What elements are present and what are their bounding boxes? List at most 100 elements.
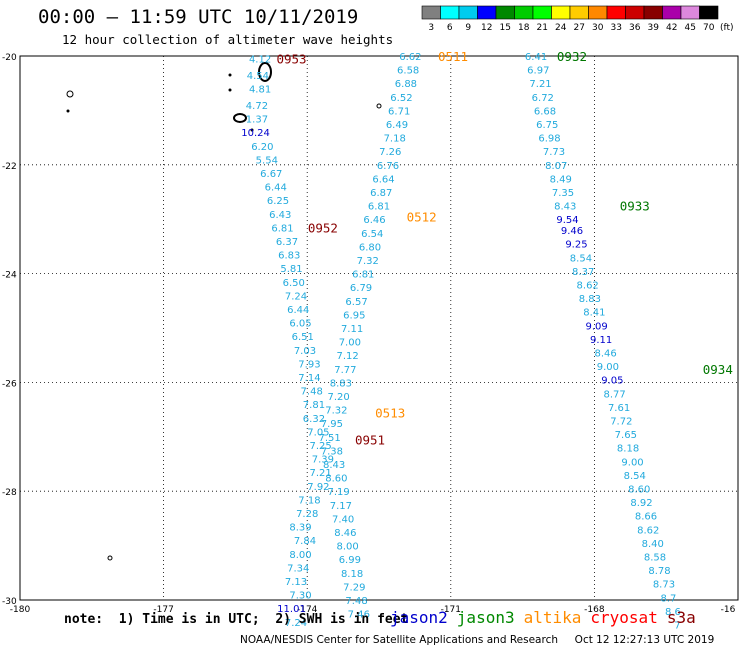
wave-height-value: 6.43: [269, 210, 291, 221]
wave-height-value: 9.11: [590, 335, 612, 346]
page-title: 00:00 – 11:59 UTC 10/11/2019: [38, 6, 359, 28]
wave-height-value: 8.37: [572, 267, 594, 278]
lat-tick-label: -24: [2, 271, 17, 281]
wave-height-value: 7.30: [289, 591, 311, 602]
track-id-label: 0953: [276, 52, 306, 67]
wave-height-value: 7.35: [552, 188, 574, 199]
wave-height-value: 8.54: [624, 471, 646, 482]
wave-height-value: 8.39: [289, 523, 311, 534]
island-outline: [233, 113, 247, 123]
wave-height-value: 6.57: [345, 297, 367, 308]
color-swatch: [569, 5, 589, 20]
color-swatch: [421, 5, 441, 20]
color-scale-label: 6: [447, 23, 453, 33]
color-swatch: [643, 5, 663, 20]
track-id-label: 0513: [375, 405, 405, 420]
color-scale-unit: (ft): [720, 23, 734, 33]
wave-height-value: 7.32: [325, 406, 347, 417]
page-subtitle: 12 hour collection of altimeter wave hei…: [62, 32, 394, 47]
axis-tick-labels: -180 -177 -174 -171 -168 -16 -20 -22 -24 -26 -28 -3…: [2, 53, 736, 615]
color-scale-label: 39: [648, 23, 660, 33]
lon-tick-label: -180: [10, 605, 31, 615]
wave-height-value: 7.93: [298, 359, 320, 370]
wave-height-value: 6.87: [370, 188, 392, 199]
lat-tick-label: -20: [2, 53, 17, 63]
wave-height-value: 6.25: [267, 196, 289, 207]
footnote: note: 1) Time is in UTC; 2) SWH is in fe…: [64, 612, 409, 627]
wave-height-value: 8.6: [665, 607, 681, 618]
wave-height-value: 6.64: [372, 174, 394, 185]
wave-height-value: 8.49: [550, 174, 572, 185]
color-swatch: [699, 5, 719, 20]
wave-height-value: 7.65: [615, 430, 637, 441]
wave-height-values: 4.12 4.54 4.81 4.72 1.37 10.24 6.20 5.54 6.67 6.4…: [241, 52, 681, 631]
lat-tick-label: -26: [2, 379, 17, 389]
wave-height-value: 11.01: [277, 604, 306, 615]
wave-height-value: 7.51: [319, 433, 341, 444]
wave-height-value: 10.24: [241, 128, 270, 139]
wave-height-value: 6.88: [395, 79, 417, 90]
wave-height-value: 6.76: [377, 161, 399, 172]
lon-tick-label: -16: [721, 605, 736, 615]
wave-height-value: 7.48: [345, 596, 367, 607]
wave-height-value: 8.18: [341, 569, 363, 580]
credits-line: NOAA/NESDIS Center for Satellite Applica…: [240, 634, 715, 646]
track-id-label: 0512: [407, 209, 437, 224]
wave-height-value: 9.05: [601, 376, 623, 387]
satellite-legend-item: altika: [523, 608, 582, 627]
wave-height-value: 8.07: [545, 161, 567, 172]
color-scale-label: 70: [703, 23, 715, 33]
wave-height-value: 7.40: [332, 514, 354, 525]
color-scale-label: 21: [537, 23, 548, 33]
wave-height-value: 6.20: [251, 142, 273, 153]
wave-height-value: 6.46: [363, 215, 385, 226]
color-swatch: [662, 5, 682, 20]
color-scale-label: 33: [611, 23, 622, 33]
island-outline: [228, 73, 232, 77]
wave-height-value: 6.95: [343, 310, 365, 321]
wave-height-value: 7.24: [285, 291, 307, 302]
color-scale-label: 27: [574, 23, 585, 33]
island-outline: [258, 62, 272, 82]
wave-height-value: 7.73: [543, 147, 565, 158]
satellite-legend: jason2 jason3 altika cryosat s3a: [390, 608, 705, 627]
wave-height-value: 7.05: [307, 427, 329, 438]
lon-tick-label: -174: [297, 605, 318, 615]
color-swatch: [477, 5, 497, 20]
island-outline: [107, 555, 113, 561]
wave-height-value: 8.43: [323, 460, 345, 471]
wave-height-value: 8.43: [554, 202, 576, 213]
wave-height-value: 8.40: [642, 539, 664, 550]
wave-height-value: 7.84: [294, 536, 316, 547]
wave-height-value: 6.99: [339, 555, 361, 566]
color-scale-label: 15: [500, 23, 511, 33]
wave-height-value: 7.28: [296, 509, 318, 520]
wave-height-value: 6.98: [538, 134, 560, 145]
wave-height-value: 6.32: [303, 414, 325, 425]
wave-height-value: 9.46: [561, 226, 583, 237]
island-outline: [376, 103, 382, 109]
wave-height-value: 7.34: [287, 563, 309, 574]
wave-height-value: 6.44: [265, 183, 287, 194]
track-id-label: 0511: [438, 49, 468, 64]
color-scale-label: 42: [666, 23, 677, 33]
wave-height-value: 7.26: [379, 147, 401, 158]
wave-height-value: 9.00: [597, 362, 619, 373]
wave-height-value: 5.81: [280, 264, 302, 275]
wave-height-value: 7.18: [298, 495, 320, 506]
color-swatch: [625, 5, 645, 20]
lon-tick-label: -171: [441, 605, 461, 615]
wave-height-value: 7.25: [310, 441, 332, 452]
wave-height-value: 4.12: [249, 55, 271, 66]
wave-height-value: 4.54: [247, 71, 269, 82]
island-outline: [250, 128, 254, 132]
wave-height-value: 6.49: [386, 120, 408, 131]
wave-height-value: 6.58: [397, 66, 419, 77]
wave-height-value: 5.54: [256, 155, 278, 166]
wave-height-value: 8.83: [330, 378, 352, 389]
lon-tick-label: -177: [153, 605, 173, 615]
wave-height-value: 7.95: [321, 419, 343, 430]
lon-tick-label: -168: [584, 605, 605, 615]
wave-height-value: 7.18: [384, 134, 406, 145]
track-labels: 0953 0952 0951 0511 0512 0513 0932 0933 0934: [276, 49, 732, 448]
